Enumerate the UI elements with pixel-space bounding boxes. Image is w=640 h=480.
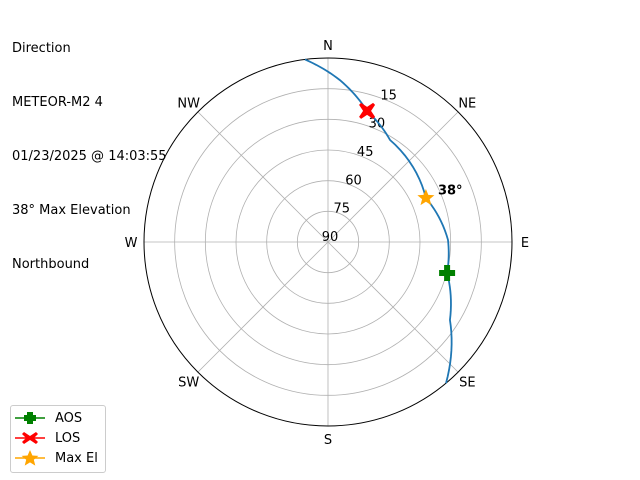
legend: AOS LOS Max El [10, 405, 106, 473]
direction-label-nw: NW [177, 97, 200, 112]
legend-item-los: LOS [11, 428, 80, 448]
radial-tick-label: 15 [380, 88, 397, 103]
radial-tick-label: 30 [369, 117, 386, 132]
direction-label-se: SE [459, 375, 475, 390]
radial-tick-label: 75 [333, 202, 350, 217]
title-line: Northbound [12, 257, 90, 272]
direction-label-n: N [323, 39, 333, 54]
los-legend-icon [15, 432, 45, 444]
legend-label: AOS [55, 410, 83, 426]
aos-legend-icon [15, 412, 45, 424]
grid-spoke [197, 111, 329, 243]
aos-marker [439, 265, 456, 282]
grid-spoke [197, 241, 329, 373]
max-el-marker [417, 189, 435, 206]
title-line: METEOR-M2 4 [12, 95, 103, 110]
legend-item-aos: AOS [11, 408, 82, 428]
outer-ring [143, 57, 513, 427]
max-el-legend-icon [15, 450, 45, 466]
radial-tick-label: 45 [357, 145, 374, 160]
direction-label-s: S [324, 433, 332, 448]
legend-label: LOS [55, 430, 81, 446]
legend-item-max-el: Max El [11, 448, 98, 468]
direction-label-sw: SW [178, 375, 199, 390]
title-line: 38° Max Elevation [12, 203, 131, 218]
grid-spoke [327, 111, 459, 243]
direction-label-ne: NE [458, 97, 476, 112]
chart-title: Direction METEOR-M2 4 01/23/2025 @ 14:03… [12, 4, 167, 292]
radial-tick-label: 90 [322, 230, 339, 245]
direction-label-w: W [125, 236, 138, 251]
los-marker [359, 102, 376, 119]
satellite-track [304, 58, 453, 384]
title-line: Direction [12, 41, 71, 56]
direction-label-e: E [521, 236, 529, 251]
max-elevation-annotation: 38° [438, 183, 463, 198]
radial-tick-label: 60 [345, 173, 362, 188]
grid-spoke [327, 241, 459, 373]
legend-label: Max El [55, 450, 98, 466]
title-line: 01/23/2025 @ 14:03:55 [12, 149, 167, 164]
